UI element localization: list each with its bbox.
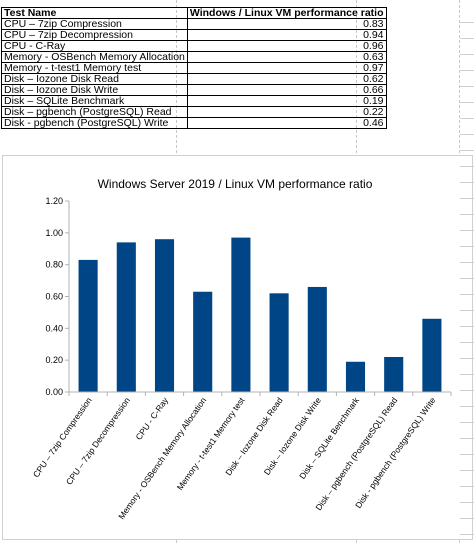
- ratio-cell[interactable]: 0.83: [186, 18, 387, 30]
- row-guide-tick: [460, 486, 474, 487]
- bar: [269, 293, 289, 392]
- bar: [422, 318, 442, 392]
- row-guide-tick: [460, 38, 474, 39]
- row-guide-tick: [460, 406, 474, 407]
- row-guide-tick: [460, 118, 474, 119]
- table-row: Memory - t-test1 Memory test 0.97: [1, 62, 387, 74]
- test-name-cell[interactable]: Disk – Iozone Disk Write: [1, 84, 188, 96]
- table-header-row: Test Name Windows / Linux VM performance…: [1, 7, 387, 19]
- row-guide-tick: [460, 534, 474, 535]
- test-name-cell[interactable]: Disk – pgbench (PostgreSQL) Read: [1, 106, 188, 118]
- bar: [78, 259, 98, 392]
- bar: [345, 361, 366, 392]
- ratio-cell[interactable]: 0.94: [186, 29, 387, 41]
- x-category-label: Disk - pgbench (PostgreSQL) Write: [353, 395, 438, 510]
- test-name-cell[interactable]: Memory - OSBench Memory Allocation: [1, 51, 188, 63]
- bar: [154, 239, 175, 392]
- y-tick-label: 0.60: [45, 292, 63, 302]
- ratio-cell[interactable]: 0.96: [186, 40, 387, 52]
- row-guide-tick: [460, 230, 474, 231]
- table-row: Disk – pgbench (PostgreSQL) Read 0.22: [1, 106, 387, 118]
- row-guide-tick: [460, 134, 474, 135]
- row-guide-tick: [460, 294, 474, 295]
- row-guide-tick: [460, 246, 474, 247]
- row-guide-tick: [460, 454, 474, 455]
- row-guide-tick: [460, 502, 474, 503]
- test-name-cell[interactable]: Disk – Iozone Disk Read: [1, 73, 188, 85]
- row-guide-tick: [460, 54, 474, 55]
- bar: [307, 286, 327, 392]
- data-table: Test Name Windows / Linux VM performance…: [1, 7, 387, 129]
- x-category-label: CPU – 7zip Decompression: [64, 395, 132, 486]
- y-tick-label: 0.80: [45, 260, 63, 270]
- y-tick-label: 0.00: [45, 387, 63, 397]
- row-guide-tick: [460, 470, 474, 471]
- bar: [384, 356, 404, 392]
- row-guide-tick: [460, 182, 474, 183]
- y-tick-label: 0.40: [45, 323, 63, 333]
- y-tick-label: 0.20: [45, 355, 63, 365]
- ratio-cell[interactable]: 0.19: [186, 95, 387, 107]
- table-row: Disk - pgbench (PostgreSQL) Write 0.46: [1, 117, 387, 129]
- ratio-cell[interactable]: 0.22: [186, 106, 387, 118]
- x-category-label: Memory - t-test1 Memory test: [175, 395, 247, 492]
- row-guide-tick: [460, 262, 474, 263]
- bar: [193, 291, 213, 392]
- row-guide-tick: [460, 358, 474, 359]
- row-guide-tick: [460, 342, 474, 343]
- test-name-cell[interactable]: Memory - t-test1 Memory test: [1, 62, 188, 74]
- row-guide-tick: [460, 390, 474, 391]
- chart-title: Windows Server 2019 / Linux VM performan…: [98, 177, 373, 191]
- row-guide-tick: [460, 310, 474, 311]
- ratio-cell[interactable]: 0.66: [186, 84, 387, 96]
- test-name-cell[interactable]: Disk – SQLite Benchmark: [1, 95, 188, 107]
- table-row: Memory - OSBench Memory Allocation 0.63: [1, 51, 387, 63]
- test-name-cell[interactable]: Disk - pgbench (PostgreSQL) Write: [1, 117, 188, 129]
- y-axis: 0.00 0.20 0.40 0.60 0.80 1.00 1.20: [45, 196, 70, 397]
- row-guide-tick: [460, 198, 474, 199]
- test-name-cell[interactable]: CPU – 7zip Decompression: [1, 29, 188, 41]
- x-category-label: CPU - C-Ray: [134, 395, 171, 442]
- header-test-name[interactable]: Test Name: [1, 7, 188, 19]
- y-tick-label: 1.20: [45, 196, 63, 206]
- table-row: CPU – 7zip Decompression 0.94: [1, 29, 387, 41]
- table-row: Disk – Iozone Disk Read 0.62: [1, 73, 387, 85]
- bar-series: [78, 237, 442, 392]
- row-guide-tick: [460, 374, 474, 375]
- row-guide-tick: [460, 214, 474, 215]
- row-guide-tick: [460, 86, 474, 87]
- test-name-cell[interactable]: CPU - C-Ray: [1, 40, 188, 52]
- y-tick-label: 1.00: [45, 228, 63, 238]
- row-guide-tick: [460, 422, 474, 423]
- row-guide-tick: [460, 438, 474, 439]
- row-guide-tick: [460, 150, 474, 151]
- ratio-cell[interactable]: 0.97: [186, 62, 387, 74]
- test-name-cell[interactable]: CPU – 7zip Compression: [1, 18, 188, 30]
- row-guide-tick: [460, 70, 474, 71]
- table-row: CPU - C-Ray 0.96: [1, 40, 387, 52]
- row-guide-tick: [460, 102, 474, 103]
- bar: [116, 242, 136, 392]
- ratio-cell[interactable]: 0.46: [186, 117, 387, 129]
- x-category-label: Disk – pgbench (PostgreSQL) Read: [313, 395, 399, 512]
- row-guide-tick: [460, 518, 474, 519]
- table-row: Disk – SQLite Benchmark 0.19: [1, 95, 387, 107]
- ratio-cell[interactable]: 0.62: [186, 73, 387, 85]
- ratio-cell[interactable]: 0.63: [186, 51, 387, 63]
- header-ratio[interactable]: Windows / Linux VM performance ratio: [186, 7, 387, 19]
- chart-canvas: Windows Server 2019 / Linux VM performan…: [31, 177, 452, 521]
- bar: [231, 237, 251, 392]
- row-guide-tick: [460, 166, 474, 167]
- table-row: Disk – Iozone Disk Write 0.66: [1, 84, 387, 96]
- row-guide-tick: [460, 278, 474, 279]
- bar-chart[interactable]: Windows Server 2019 / Linux VM performan…: [2, 155, 473, 540]
- table-row: CPU – 7zip Compression 0.83: [1, 18, 387, 30]
- row-guide-tick: [460, 22, 474, 23]
- row-guide-tick: [460, 326, 474, 327]
